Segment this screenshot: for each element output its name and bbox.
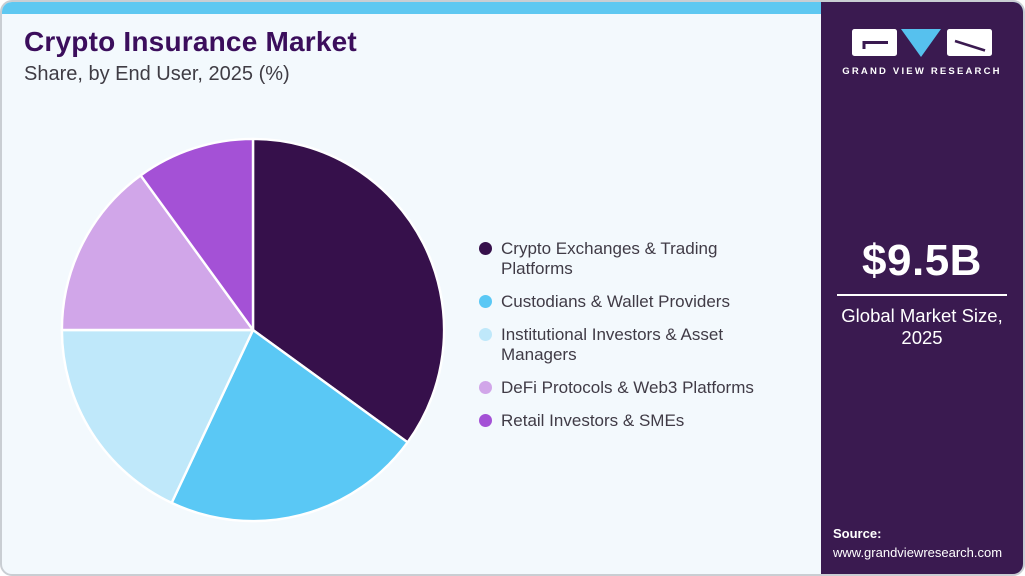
top-accent-bar [2,2,1023,14]
pie-chart-svg [60,137,446,523]
pie-slice [251,137,446,444]
legend: Crypto Exchanges & Trading Platforms Custo… [479,239,754,431]
legend-dot-icon [479,242,492,255]
legend-label: Institutional Investors & Asset Managers [501,325,724,365]
brand-name: GRAND VIEW RESEARCH [842,66,1002,77]
market-size-value: $9.5B [862,236,982,285]
pie-slice [60,328,255,505]
header: Crypto Insurance Market Share, by End Us… [24,26,357,86]
market-size-divider [837,294,1007,296]
legend-item: Custodians & Wallet Providers [479,292,754,312]
legend-dot-icon [479,295,492,309]
sidebar: GRAND VIEW RESEARCH $9.5B Global Market … [821,2,1023,574]
legend-label: Custodians & Wallet Providers [501,292,730,312]
market-size-block: $9.5B Global Market Size, 2025 [821,236,1023,349]
source-label: Source: [833,526,882,541]
source-block: Source: www.grandviewresearch.com [833,526,1002,560]
legend-label: DeFi Protocols & Web3 Platforms [501,378,754,398]
legend-dot-icon [479,381,492,395]
pie-slice [60,174,255,332]
market-size-caption: Global Market Size, 2025 [841,305,1003,349]
grand-view-research-logo-icon [852,29,992,57]
pie-chart [59,136,447,524]
legend-item: Crypto Exchanges & Trading Platforms [479,239,754,279]
legend-dot-icon [479,328,492,342]
legend-dot-icon [479,414,492,428]
page-subtitle: Share, by End User, 2025 (%) [24,63,290,85]
brand-logo: GRAND VIEW RESEARCH [821,28,1023,77]
page-title: Crypto Insurance Market [24,26,357,57]
pie-slice [139,137,255,332]
legend-item: DeFi Protocols & Web3 Platforms [479,378,754,398]
legend-label: Crypto Exchanges & Trading Platforms [501,239,718,279]
legend-label: Retail Investors & SMEs [501,411,685,431]
legend-item: Retail Investors & SMEs [479,411,754,431]
legend-item: Institutional Investors & Asset Managers [479,325,754,365]
source-url: www.grandviewresearch.com [833,545,1003,560]
